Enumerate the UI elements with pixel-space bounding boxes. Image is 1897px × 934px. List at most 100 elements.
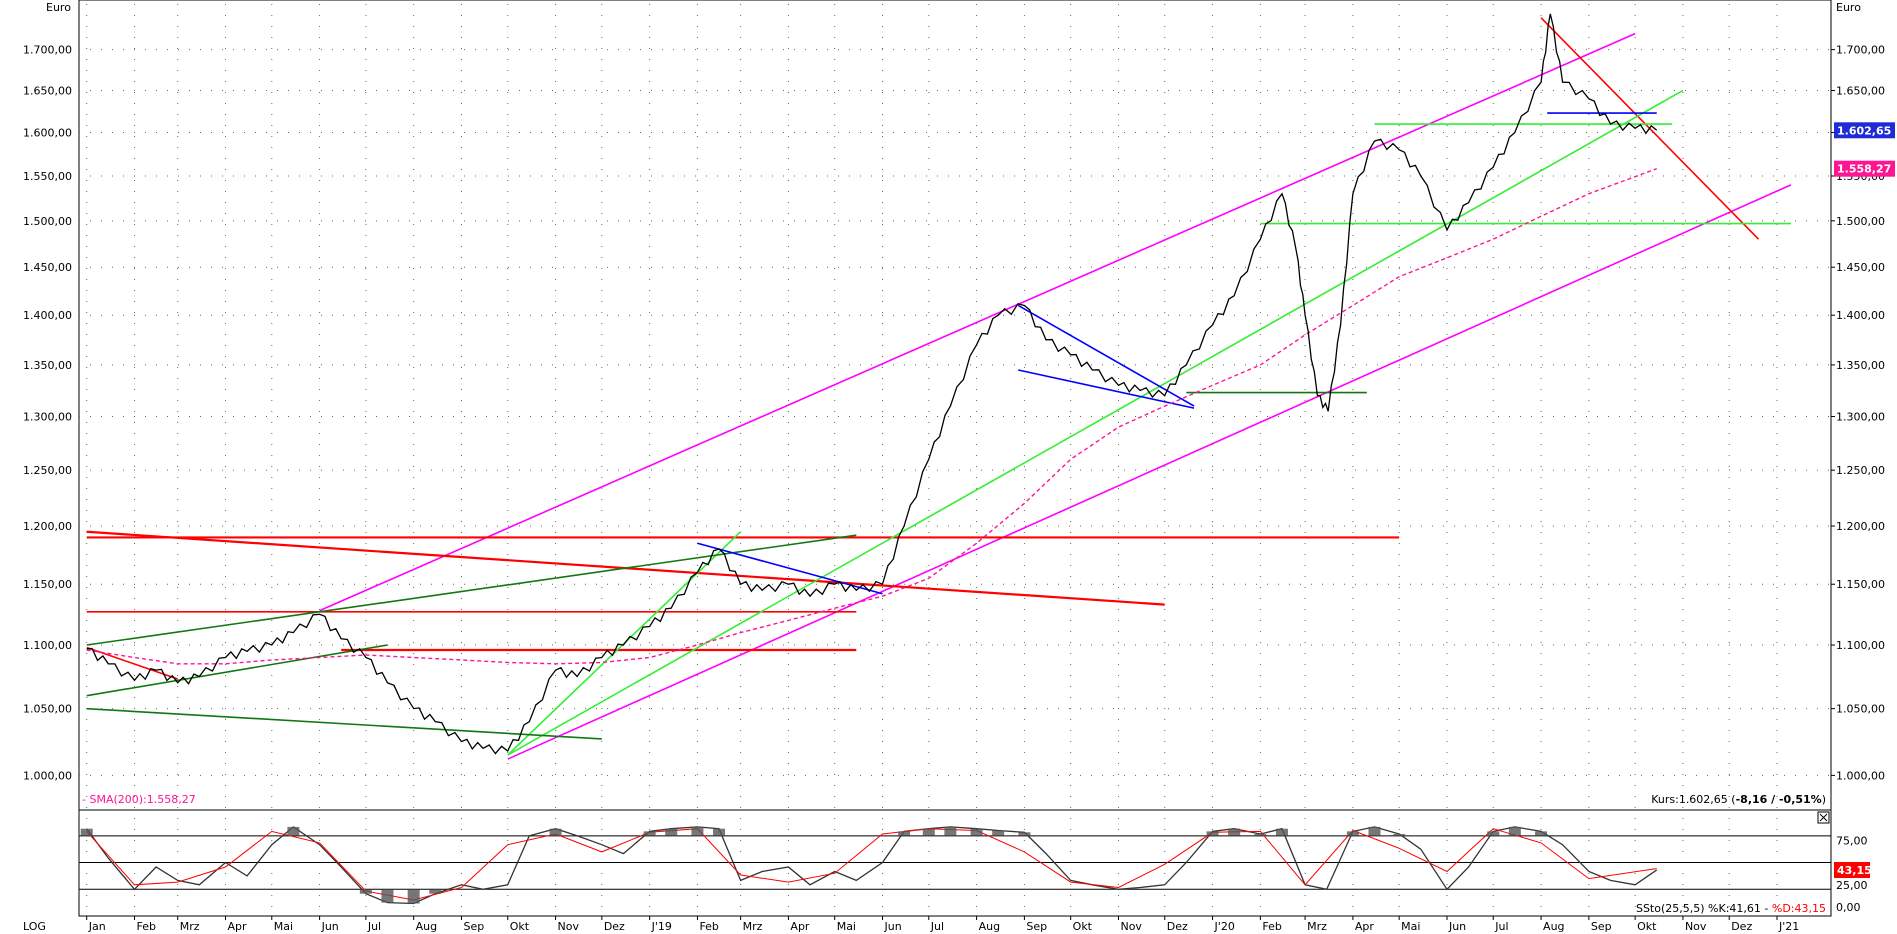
y-tick-label-left: 1.550,00 xyxy=(23,170,72,183)
x-tick-label: Sep xyxy=(1591,920,1612,933)
y-tick-label-left: 1.650,00 xyxy=(23,84,72,97)
x-tick-label: Apr xyxy=(1355,920,1375,933)
y-tick-label-left: 1.100,00 xyxy=(23,639,72,652)
x-tick-label: Sep xyxy=(463,920,484,933)
trendline-green-support-2019 xyxy=(507,89,1684,756)
oscillator-close-button[interactable] xyxy=(1817,811,1830,824)
y-tick-label-right: 1.000,00 xyxy=(1836,769,1885,782)
x-tick-label: Feb xyxy=(1262,920,1281,933)
y-tick-label-left: 1.700,00 xyxy=(23,44,72,57)
stoch-extreme-shade xyxy=(1206,831,1219,836)
stoch-extreme-shade xyxy=(1018,832,1031,836)
x-tick-label: Apr xyxy=(790,920,810,933)
x-tick-label: Okt xyxy=(510,920,530,933)
stoch-tick-label: 25,00 xyxy=(1836,879,1868,892)
x-tick-label: Feb xyxy=(137,920,156,933)
stoch-extreme-shade xyxy=(691,826,704,836)
y-tick-label-right: 1.500,00 xyxy=(1836,215,1885,228)
trendline-blue-triangle-bottom xyxy=(1018,369,1195,409)
stoch-d-line xyxy=(86,828,1657,901)
oscillator-layer xyxy=(79,826,1831,905)
stoch-extreme-shade xyxy=(1346,831,1359,836)
trendline-darkgreen-upper-2018 xyxy=(86,534,857,646)
stoch-extreme-shade xyxy=(549,828,562,836)
y-tick-label-left: 1.050,00 xyxy=(23,703,72,716)
price-summary-prefix: Kurs:1.602,65 ( xyxy=(1651,793,1735,806)
stoch-extreme-shade xyxy=(1275,828,1288,836)
unit-label-left: Euro xyxy=(46,1,71,14)
stoch-extreme-shade xyxy=(429,889,442,894)
log-scale-label[interactable]: LOG xyxy=(23,920,46,933)
stoch-extreme-shade xyxy=(1535,831,1548,836)
stoch-extreme-shade xyxy=(407,889,420,904)
x-tick-label: Jun xyxy=(884,920,902,933)
stoch-tick-label: 75,00 xyxy=(1836,834,1868,847)
y-tick-label-left: 1.350,00 xyxy=(23,359,72,372)
stoch-badge: 43,15 xyxy=(1834,862,1872,879)
stoch-tick-label: 0,00 xyxy=(1836,901,1861,914)
svg-text:1.602,65: 1.602,65 xyxy=(1837,124,1891,137)
y-tick-label-right: 1.100,00 xyxy=(1836,639,1885,652)
y-tick-label-right: 1.050,00 xyxy=(1836,703,1885,716)
x-tick-label: Mrz xyxy=(180,920,200,933)
stoch-extreme-shade xyxy=(359,889,372,894)
stoch-extreme-shade xyxy=(287,826,300,836)
trendline-magenta-channel-lower xyxy=(507,184,1792,760)
stoch-extreme-shade xyxy=(381,889,394,903)
stoch-extreme-shade xyxy=(80,828,93,836)
x-tick-label: Jul xyxy=(930,920,944,933)
x-tick-label: Feb xyxy=(699,920,718,933)
stoch-extreme-shade xyxy=(1508,826,1521,836)
y-tick-label-right: 1.250,00 xyxy=(1836,464,1885,477)
stoch-extreme-shade xyxy=(643,831,656,836)
y-tick-label-left: 1.150,00 xyxy=(23,578,72,591)
x-tick-label: J'20 xyxy=(1214,920,1235,933)
stoch-extreme-shade xyxy=(898,831,911,836)
x-tick-label: Dez xyxy=(1167,920,1188,933)
y-tick-label-left: 1.500,00 xyxy=(23,215,72,228)
x-tick-label: Dez xyxy=(604,920,625,933)
axis-layer: 1.000,00 1.000,00 1.050,00 1.050,00 1.100,00… xyxy=(23,44,1885,933)
stoch-extreme-shade xyxy=(1487,831,1500,836)
sma-badge: 1.558,27 xyxy=(1834,160,1895,177)
x-tick-label: Jun xyxy=(1448,920,1466,933)
stoch-extreme-shade xyxy=(1393,834,1406,836)
y-tick-label-right: 1.700,00 xyxy=(1836,44,1885,57)
y-tick-label-right: 1.350,00 xyxy=(1836,359,1885,372)
price-summary-change: -8,16 / -0,51% xyxy=(1736,793,1822,806)
price-badge: 1.602,65 xyxy=(1834,122,1895,139)
stoch-extreme-shade xyxy=(992,830,1005,836)
x-tick-label: Mai xyxy=(1401,920,1420,933)
x-tick-label: Mrz xyxy=(743,920,763,933)
stoch-summary-k: SSto(25,5,5) %K:41,61 - xyxy=(1636,902,1772,915)
stoch-extreme-shade xyxy=(970,828,983,836)
y-tick-label-right: 1.300,00 xyxy=(1836,411,1885,424)
y-tick-label-left: 1.400,00 xyxy=(23,309,72,322)
stoch-extreme-shade xyxy=(1368,826,1381,836)
y-tick-label-left: 1.200,00 xyxy=(23,520,72,533)
y-tick-label-right: 1.450,00 xyxy=(1836,261,1885,274)
y-tick-label-left: 1.300,00 xyxy=(23,411,72,424)
x-tick-label: Aug xyxy=(1543,920,1564,933)
trendline-darkgreen-lower-2018 xyxy=(86,644,388,697)
x-tick-label: Okt xyxy=(1073,920,1093,933)
svg-text:1.558,27: 1.558,27 xyxy=(1837,163,1891,176)
unit-label-right: Euro xyxy=(1836,1,1861,14)
price-layer xyxy=(86,13,1658,755)
y-tick-label-left: 1.000,00 xyxy=(23,769,72,782)
y-tick-label-right: 1.650,00 xyxy=(1836,84,1885,97)
stoch-summary-d: %D:43,15 xyxy=(1772,902,1826,915)
stoch-extreme-shade xyxy=(1254,834,1267,836)
stoch-extreme-shade xyxy=(944,826,957,836)
stoch-extreme-shade xyxy=(665,828,678,836)
trendline-darkgreen-falling-2018 xyxy=(86,707,602,740)
x-tick-label: Mai xyxy=(274,920,293,933)
sma-legend: - SMA(200):1.558,27 xyxy=(82,793,196,806)
y-tick-label-right: 1.150,00 xyxy=(1836,578,1885,591)
x-tick-label: Jan xyxy=(88,920,106,933)
stoch-summary: SSto(25,5,5) %K:41,61 - %D:43,15 xyxy=(1636,902,1826,915)
x-tick-label: Nov xyxy=(1685,920,1707,933)
x-tick-label: Nov xyxy=(558,920,580,933)
x-tick-label: Sep xyxy=(1026,920,1047,933)
